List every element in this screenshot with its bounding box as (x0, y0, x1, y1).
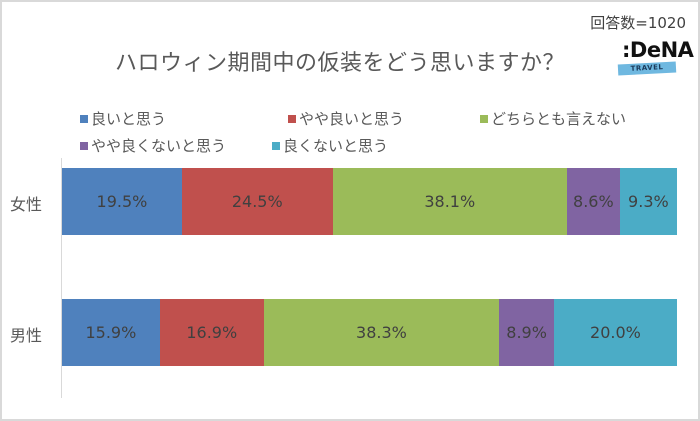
chart-title: ハロウィン期間中の仮装をどう思いますか？ (115, 51, 566, 76)
legend-label: 良くないと思う (283, 137, 389, 155)
category-label-female: 女性 (10, 195, 43, 214)
legend-item: 良くないと思う (272, 135, 388, 156)
legend-swatch (80, 114, 88, 123)
bar-segment: 9.3% (619, 168, 677, 235)
category-label-male: 男性 (10, 326, 43, 345)
logo-tag: TRAVEL (617, 61, 677, 76)
bar-segment: 8.6% (566, 168, 620, 235)
dena-travel-logo: :DeNA TRAVEL (617, 38, 694, 80)
bar-segment: 15.9% (62, 299, 160, 366)
legend-item: どちらとも言えない (480, 108, 626, 129)
legend-swatch (480, 114, 488, 123)
response-count: 回答数=1020 (590, 14, 686, 32)
legend-label: どちらとも言えない (491, 110, 627, 128)
bar-segment: 38.1% (332, 168, 567, 235)
logo-brand: :DeNA (622, 38, 694, 62)
bar-female: 19.5% 24.5% 38.1% 8.6% 9.3% (62, 168, 677, 235)
legend-label: 良いと思う (91, 110, 167, 128)
bar-male: 15.9% 16.9% 38.3% 8.9% 20.0% (62, 299, 677, 366)
legend-item: 良いと思う (80, 108, 166, 129)
legend-item: やや良くないと思う (80, 135, 226, 156)
legend-swatch (80, 141, 88, 150)
legend-label: やや良くないと思う (91, 137, 227, 155)
legend-label: やや良いと思う (299, 110, 405, 128)
legend-swatch (272, 141, 280, 150)
bar-segment: 16.9% (159, 299, 264, 366)
bar-segment: 38.3% (263, 299, 500, 366)
bar-segment: 19.5% (62, 168, 182, 235)
legend-item: やや良いと思う (288, 108, 404, 129)
bar-segment: 8.9% (499, 299, 554, 366)
bar-segment: 20.0% (553, 299, 677, 366)
category-axis (61, 158, 62, 398)
bar-segment: 24.5% (181, 168, 333, 235)
legend-swatch (288, 114, 296, 123)
